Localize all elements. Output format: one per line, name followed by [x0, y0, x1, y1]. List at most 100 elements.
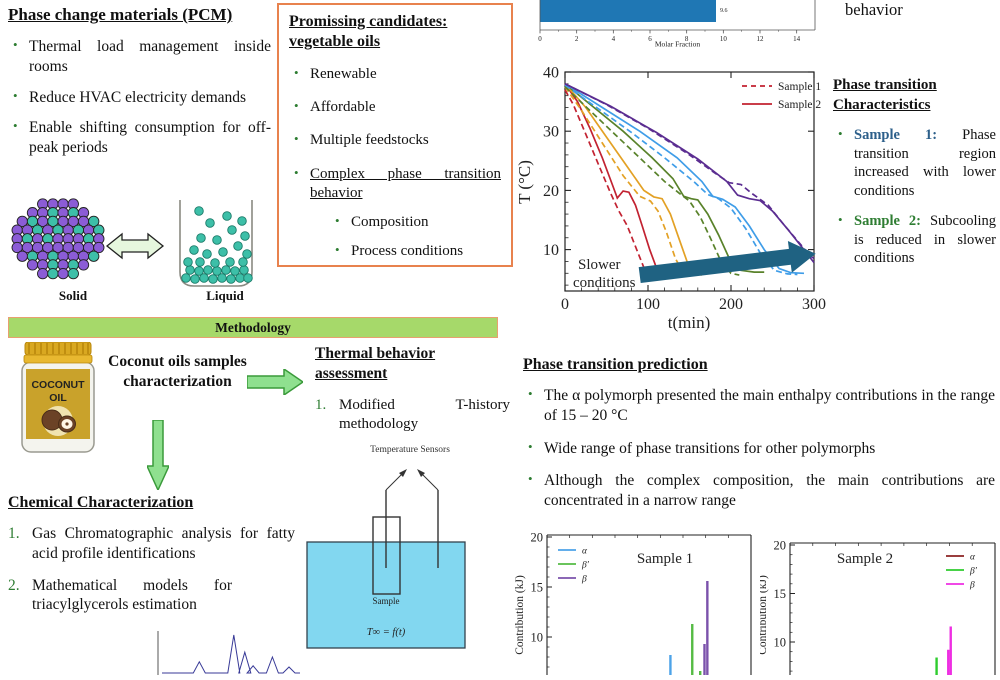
bullet-dot-icon: • — [528, 438, 533, 454]
coconut-caption: Coconut oils samples characterization — [108, 353, 247, 391]
methodology-bar: Methodology — [8, 317, 498, 338]
candidates-sub-bullet: • Composition — [335, 212, 429, 230]
contribution-bar — [935, 657, 938, 675]
chemical-item: 2. Mathematical models for triacylglycero… — [8, 576, 232, 614]
bullet-dot-icon: • — [294, 131, 299, 147]
thermal-item: 1. Modified T-history methodology — [315, 397, 510, 433]
sample-label: Sample — [372, 596, 400, 606]
bullet-dot-icon: • — [294, 98, 299, 114]
series-cond3-sample2 — [564, 83, 765, 273]
svg-text:40: 40 — [543, 65, 559, 82]
item-number: 1. — [315, 397, 327, 414]
pcm-section: Phase change materials (PCM) • Thermal lo… — [8, 5, 271, 158]
chemical-title: Chemical Characterization — [8, 494, 194, 511]
molar-xlabel: Molar Fraction — [655, 40, 700, 48]
candidates-bullet-underlined: • Complex phase transition behavior — [294, 164, 501, 201]
series-cond4-sample2 — [564, 83, 805, 275]
contribution-bar — [703, 644, 706, 675]
pcm-bullet: • Reduce HVAC electricity demands — [13, 87, 247, 106]
chart-title: Sample 1 — [637, 551, 693, 567]
series-cond1-sample1 — [564, 89, 655, 279]
sample2-contribution-svg: 10 15 20 α β′ β Sample 2 Contribution (kJ) — [757, 539, 996, 675]
legend-label: β — [581, 575, 587, 585]
svg-text:10: 10 — [531, 631, 544, 645]
sample1-contribution-svg: 10 15 20 α β′ β Sample 1 Contribution (kJ) — [514, 531, 752, 678]
thermal-assessment-section: Thermal behavior assessment 1. Modified T… — [315, 344, 510, 435]
solid-label: Solid — [58, 288, 88, 303]
chart-title: Sample 2 — [837, 551, 893, 567]
prediction-bullet: • Wide range of phase transitions for oth… — [528, 438, 876, 457]
svg-text:2: 2 — [575, 35, 579, 43]
thermal-title: Thermal behavior assessment — [315, 345, 436, 383]
solid-liquid-diagram — [11, 198, 253, 287]
legend-label: β′ — [581, 561, 590, 571]
t-history-xlabel: t(min) — [668, 313, 711, 332]
prediction-title: Phase transition prediction — [523, 356, 708, 373]
bullet-dot-icon: • — [528, 471, 533, 487]
svg-text:10: 10 — [543, 242, 559, 259]
svg-text:12: 12 — [757, 35, 765, 43]
series-cond1-sample2 — [564, 83, 663, 276]
sample1-contribution-chart: 10 15 20 α β′ β Sample 1 Contribution (kJ) — [514, 527, 760, 678]
coconut-jar-illustration: COCONUT OIL — [18, 341, 98, 455]
legend-label: Sample 1 — [778, 81, 821, 93]
liquid-label: Liquid — [206, 288, 244, 303]
characteristics-bullet: • Sample 1: Phase transition region incre… — [838, 126, 996, 199]
bar-value-label: 9.6 — [720, 8, 728, 14]
characteristics-bullet: • Sample 2: Subcooling is reduced in slow… — [838, 212, 996, 267]
legend-label: Sample 2 — [778, 99, 821, 111]
t-history-svg: 10 20 30 40 0 100 200 300 t(min) T (°C) Sample 1 Sa… — [515, 65, 826, 333]
svg-text:15: 15 — [774, 587, 787, 601]
svg-text:4: 4 — [612, 35, 616, 43]
prediction-bullet: • Although the complex composition, the m… — [528, 471, 995, 510]
prediction-section: Phase transition prediction • The α polym… — [523, 356, 995, 511]
svg-text:20: 20 — [531, 531, 544, 545]
svg-text:0: 0 — [561, 296, 569, 313]
svg-text:10: 10 — [720, 35, 728, 43]
candidates-sub-bullet: • Process conditions — [335, 242, 464, 260]
svg-text:200: 200 — [719, 296, 743, 313]
characteristics-panel: Phase transition Characteristics • Sample… — [833, 76, 996, 268]
t-history-setup-svg — [306, 469, 466, 649]
phase-illustration: Solid Liquid — [10, 196, 272, 308]
sample2-contribution-chart: 10 15 20 α β′ β Sample 2 Contribution (kJ) — [757, 527, 1000, 675]
pcm-bullet: • Enable shifting consumption for off-pea… — [13, 118, 271, 157]
svg-text:300: 300 — [802, 296, 826, 313]
contribution-bar — [669, 655, 672, 675]
bullet-dot-icon: • — [294, 164, 299, 180]
svg-text:14: 14 — [793, 35, 801, 43]
annotation-line1: Slower — [578, 257, 621, 273]
chromatogram-trace — [162, 634, 300, 674]
contribution-bar — [947, 649, 950, 675]
temperature-sensors-label: Temperature Sensors — [370, 445, 450, 455]
candidates-bullet: • Renewable — [294, 65, 377, 82]
prediction-bullet: • The α polymorph presented the main enth… — [528, 386, 995, 424]
contribution-bar — [691, 624, 694, 675]
molar-fraction-chart: 9.6 0 2 4 6 8 10 12 14 Molar Fraction — [528, 0, 835, 49]
legend-label: α — [582, 547, 588, 557]
svg-text:20: 20 — [774, 539, 787, 553]
chart-ylabel: Contribution (kJ) — [760, 575, 769, 655]
right-arrow-icon — [246, 367, 305, 400]
bullet-dot-icon: • — [13, 87, 18, 103]
item-number: 1. — [8, 525, 20, 542]
bath-temperature-formula: T∞ = f(t) — [366, 627, 406, 638]
phase-change-double-arrow — [105, 232, 165, 260]
candidates-box: Promissing candidates: vegetable oils • R… — [277, 3, 513, 267]
jar-label-bottom: OIL — [49, 392, 67, 404]
svg-text:0: 0 — [538, 35, 542, 43]
bullet-dot-icon: • — [294, 65, 299, 80]
legend-label: β — [969, 581, 975, 591]
legend-label: β′ — [969, 567, 978, 577]
item-number: 2. — [8, 576, 20, 594]
svg-text:100: 100 — [636, 296, 660, 313]
svg-text:8: 8 — [685, 35, 689, 43]
svg-text:6: 6 — [648, 35, 652, 43]
series-cond5-sample2 — [564, 83, 815, 264]
contribution-bar — [949, 626, 952, 675]
chart-ylabel: Contribution (kJ) — [515, 575, 526, 655]
bullet-dot-icon: • — [528, 386, 533, 401]
svg-text:10: 10 — [774, 636, 787, 650]
svg-text:20: 20 — [543, 183, 559, 200]
